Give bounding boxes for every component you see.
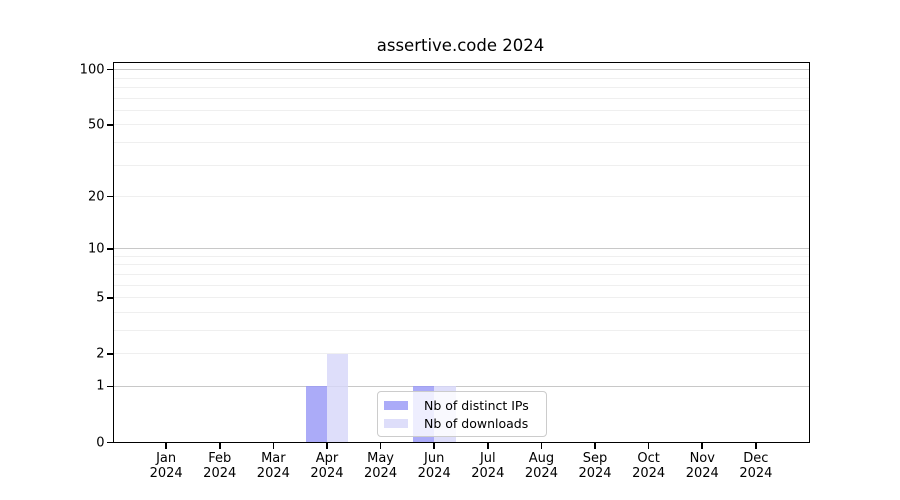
x-tick-label-oct: Oct 2024 — [632, 450, 666, 482]
gridline-minor — [112, 255, 810, 257]
legend: Nb of distinct IPs Nb of downloads — [377, 391, 547, 437]
legend-label-distinct-ips: Nb of distinct IPs — [424, 397, 529, 413]
y-tick-label: 5 — [96, 290, 105, 306]
x-tick-label-dec: Dec 2024 — [739, 450, 773, 482]
gridline-minor — [112, 196, 810, 198]
gridline-minor — [112, 141, 810, 143]
legend-item-downloads: Nb of downloads — [384, 414, 540, 432]
y-tick-mark — [106, 352, 113, 355]
gridline-major — [112, 385, 810, 387]
x-tick-label-nov: Nov 2024 — [685, 450, 719, 482]
x-tick-mark — [218, 442, 221, 449]
y-tick-mark — [106, 441, 113, 444]
y-tick-label: 20 — [87, 189, 105, 205]
gridline-minor — [112, 284, 810, 286]
chart-title: assertive.code 2024 — [376, 36, 545, 55]
legend-label-downloads: Nb of downloads — [424, 415, 529, 431]
gridline-minor — [112, 109, 810, 111]
y-tick-label: 2 — [96, 346, 105, 362]
x-tick-label-apr: Apr 2024 — [310, 450, 344, 482]
y-tick-mark — [106, 296, 113, 299]
gridline-minor — [112, 297, 810, 299]
x-tick-mark — [594, 442, 596, 449]
legend-swatch-downloads — [384, 418, 408, 428]
y-tick-mark — [106, 195, 113, 198]
x-tick-mark — [433, 442, 435, 449]
y-tick-label: 10 — [87, 241, 105, 257]
legend-item-distinct-ips: Nb of distinct IPs — [384, 396, 540, 414]
y-tick-label: 100 — [79, 62, 105, 78]
y-tick-label: 1 — [96, 378, 105, 394]
x-tick-label-jan: Jan 2024 — [149, 450, 183, 482]
x-tick-mark — [755, 442, 757, 449]
gridline-major — [112, 248, 810, 250]
gridline-minor — [112, 164, 810, 166]
x-tick-mark — [165, 442, 167, 449]
x-tick-label-may: May 2024 — [364, 450, 398, 482]
legend-swatch-distinct-ips — [384, 400, 408, 410]
x-tick-label-feb: Feb 2024 — [203, 450, 237, 482]
y-tick-label: 0 — [96, 435, 105, 450]
x-tick-mark — [540, 442, 543, 449]
bar-distinct-ips-apr — [305, 386, 327, 443]
y-tick-mark — [106, 68, 113, 71]
gridline-minor — [112, 264, 810, 266]
bar-downloads-apr — [326, 353, 349, 443]
gridline-minor — [112, 311, 810, 313]
x-tick-mark — [272, 442, 275, 449]
x-tick-label-aug: Aug 2024 — [524, 450, 558, 482]
x-tick-mark — [647, 442, 650, 449]
y-tick-label: 50 — [87, 117, 105, 133]
gridline-minor — [112, 273, 810, 275]
x-tick-mark — [701, 442, 704, 449]
x-tick-label-mar: Mar 2024 — [256, 450, 290, 482]
gridline-minor — [112, 329, 810, 331]
x-tick-mark — [379, 442, 382, 449]
x-tick-label-jul: Jul 2024 — [471, 450, 505, 482]
y-tick-mark — [106, 247, 113, 250]
y-tick-mark — [106, 124, 113, 126]
x-tick-label-jun: Jun 2024 — [417, 450, 451, 482]
gridline-minor — [112, 77, 810, 79]
gridline-major — [112, 69, 810, 71]
x-tick-mark — [326, 442, 328, 449]
y-tick-mark — [106, 385, 113, 388]
x-tick-mark — [487, 442, 489, 449]
gridline-minor — [112, 86, 810, 88]
gridline-minor — [112, 124, 810, 126]
gridline-minor — [112, 353, 810, 355]
plot-area — [112, 62, 810, 443]
gridline-minor — [112, 97, 810, 99]
x-tick-label-sep: Sep 2024 — [578, 450, 612, 482]
